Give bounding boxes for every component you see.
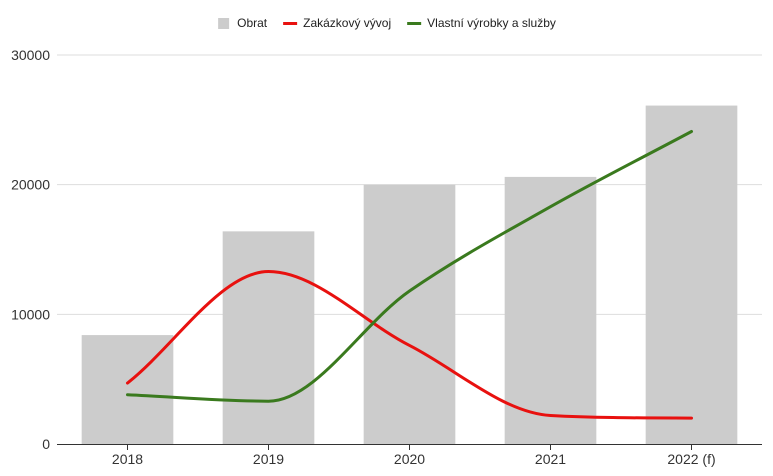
bar-2021 [504,176,597,445]
y-tick-label: 30000 [11,47,50,63]
y-tick-label: 0 [42,436,50,452]
legend-label-1: Zakázkový vývoj [303,16,391,30]
bar-2020 [363,184,456,444]
legend-label-0: Obrat [237,16,268,30]
axes: 0 10000 20000 30000 2018 2019 2020 2021 2022 (f) [11,47,762,467]
y-tick-label: 20000 [11,177,50,193]
line-series [126,130,693,420]
x-tick-label: 2021 [535,451,566,467]
line-1 [126,270,693,420]
x-tick-label: 2020 [394,451,425,467]
bar-2022-f- [645,105,738,444]
line-2 [126,130,693,403]
x-tick-label: 2019 [253,451,284,467]
y-tick-label: 10000 [11,306,50,322]
legend-swatch-0 [218,18,230,29]
legend-label-2: Vlastní výrobky a služby [427,16,556,30]
x-tick-label: 2018 [112,451,143,467]
bar-2019 [222,231,315,444]
legend: Obrat Zakázkový vývoj Vlastní výrobky a sl… [218,16,556,30]
bar-series [81,105,738,445]
x-tick-label: 2022 (f) [667,451,715,467]
